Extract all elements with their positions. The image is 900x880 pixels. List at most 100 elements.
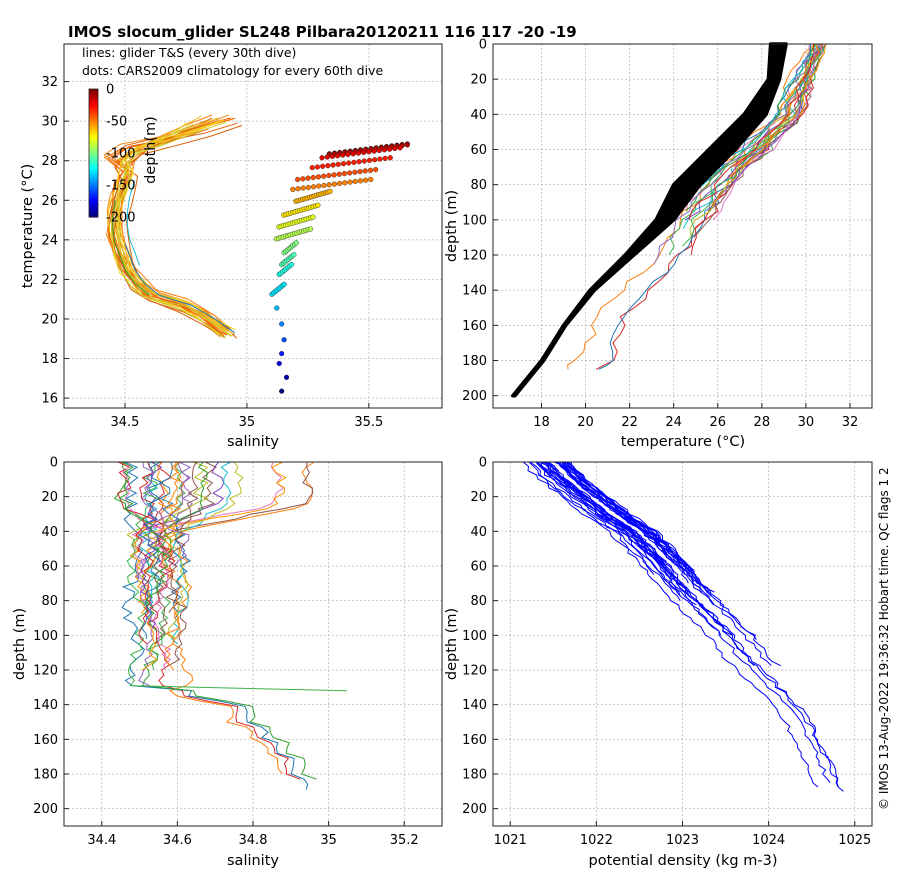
y-tick-label: 20	[41, 490, 58, 505]
climatology-dot	[336, 171, 342, 177]
x-tick-label: 1024	[752, 833, 785, 848]
climatology-dot	[300, 185, 306, 191]
colorbar-segment	[89, 209, 98, 212]
y-tick-label: 16	[41, 392, 58, 407]
climatology-dot	[310, 214, 316, 220]
colorbar-tick-label: -100	[106, 147, 136, 162]
x-tick-label: 35.5	[354, 415, 383, 430]
climatology-dot	[310, 174, 316, 181]
climatology-dot	[362, 168, 368, 174]
climatology-dot	[279, 350, 285, 357]
density-line	[546, 461, 667, 563]
climatology-dot	[305, 184, 311, 191]
density-line	[529, 461, 681, 601]
density-line	[535, 461, 681, 597]
y-tick-label: 180	[462, 768, 487, 783]
colorbar-segment	[89, 105, 98, 108]
climatology-dot	[377, 156, 383, 162]
climatology-dot	[387, 146, 393, 152]
colorbar-segment	[89, 181, 98, 184]
colorbar-segment	[89, 109, 98, 112]
climatology-dot	[293, 240, 299, 246]
climatology-dot	[324, 154, 330, 160]
colorbar-segment	[89, 155, 98, 158]
ts-axes-frame	[63, 43, 443, 409]
y-tick-label: 180	[33, 768, 58, 783]
glider-salinity-line	[169, 461, 315, 775]
glider-ts-lines	[103, 114, 243, 339]
colorbar-segment	[89, 145, 98, 148]
colorbar-segment	[89, 127, 98, 130]
colorbar-segment	[89, 189, 98, 192]
x-tick-label: 28	[754, 415, 771, 430]
climatology-dots	[269, 141, 410, 394]
colorbar-segment	[89, 131, 98, 134]
glider-salinity-line	[135, 461, 190, 687]
climatology-dot	[315, 174, 322, 180]
glider-temperature-lines	[567, 43, 828, 370]
y-tick-label: 140	[33, 698, 58, 713]
colorbar-segment	[89, 99, 98, 102]
colorbar-segment	[89, 91, 98, 94]
climatology-dot	[316, 183, 322, 189]
y-tick-label: 80	[470, 178, 487, 193]
colorbar-segment	[89, 149, 98, 152]
sal-ylabel: depth (m)	[12, 608, 28, 680]
y-tick-label: 100	[462, 213, 487, 228]
dens-xlabel: potential density (kg m-3)	[589, 853, 778, 869]
y-tick-label: 0	[50, 456, 58, 471]
temp-axes-frame	[492, 43, 873, 409]
glider-temperature-line	[595, 43, 820, 370]
climatology-dot	[371, 148, 377, 154]
colorbar-segment	[89, 173, 98, 176]
y-tick-label: 40	[470, 525, 487, 540]
climatology-dot	[373, 167, 379, 173]
climatology-dot	[352, 178, 358, 185]
climatology-dot	[300, 176, 306, 182]
colorbar-tick-label: -200	[106, 211, 136, 226]
climatology-dot	[281, 337, 287, 343]
climatology-dot	[326, 182, 332, 188]
y-tick-label: 160	[462, 319, 487, 334]
climatology-dot	[290, 186, 296, 193]
glider-salinity-line	[146, 461, 301, 780]
glider-salinity-lines	[113, 461, 347, 790]
colorbar-segment	[89, 129, 98, 132]
colorbar-segment	[89, 95, 98, 98]
climatology-dot	[331, 172, 337, 178]
ts-ylabel: temperature (°C)	[20, 164, 36, 288]
glider-salinity-line	[135, 461, 155, 645]
colorbar-segment	[89, 201, 98, 204]
climatology-dot	[295, 176, 301, 183]
ts-xlabel: salinity	[227, 434, 279, 450]
climatology-dot	[326, 172, 332, 179]
y-tick-label: 100	[33, 629, 58, 644]
climatology-dot	[357, 168, 363, 175]
colorbar-segment	[89, 199, 98, 202]
y-tick-label: 180	[462, 354, 487, 369]
colorbar-segment	[89, 113, 98, 116]
climatology-dot	[281, 281, 287, 287]
sal-xlabel: salinity	[227, 853, 279, 869]
colorbar-segment	[89, 141, 98, 144]
glider-salinity-line	[161, 461, 182, 671]
colorbar-segment	[89, 187, 98, 190]
climatology-dot	[305, 175, 311, 181]
climatology-temperature-band	[511, 42, 788, 398]
climatology-dot	[331, 181, 337, 187]
glider-salinity-line	[141, 461, 164, 639]
colorbar-segment	[89, 125, 98, 128]
ts-diagram-panel: 34.5 35 35.5 16 18 20 22 24 26 28 30 32 lines: glid…	[20, 43, 443, 450]
figure-title: IMOS slocum_glider SL248 Pilbara20120211…	[68, 23, 577, 41]
y-tick-label: 30	[41, 115, 58, 130]
colorbar-segment	[89, 143, 98, 146]
glider-salinity-line	[153, 461, 314, 645]
climatology-dot	[355, 150, 362, 156]
climatology-dot	[276, 360, 282, 367]
x-tick-label: 1023	[666, 833, 699, 848]
colorbar-segment	[89, 195, 98, 198]
climatology-dot	[335, 161, 341, 167]
glider-ts-line	[112, 117, 227, 330]
climatology-dot	[314, 164, 321, 170]
glider-salinity-line	[122, 461, 173, 671]
